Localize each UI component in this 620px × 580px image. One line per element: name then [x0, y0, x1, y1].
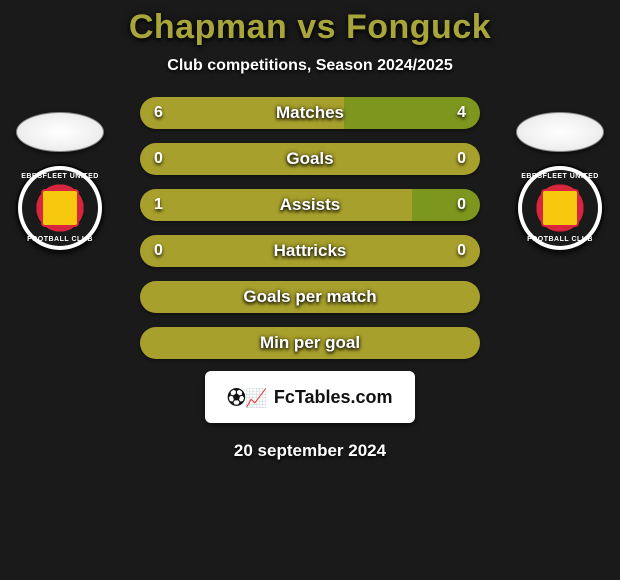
player-right-club-badge: EBBSFLEET UNITED FOOTBALL CLUB [516, 164, 604, 252]
stat-row: Min per goal [140, 327, 480, 359]
stat-bar-left-segment [140, 189, 412, 221]
player-right-avatar [516, 112, 604, 152]
comparison-card: Chapman vs Fonguck Club competitions, Se… [0, 0, 620, 580]
stat-row: Goals per match [140, 281, 480, 313]
player-left-club-badge: EBBSFLEET UNITED FOOTBALL CLUB [16, 164, 104, 252]
stat-row: Matches64 [140, 97, 480, 129]
stat-bars: Matches64 Goals00 Assists10 Hattricks00 Goal… [140, 97, 480, 359]
player-left-avatar [16, 112, 104, 152]
page-title: Chapman vs Fonguck [129, 8, 491, 47]
brand-pill: ⚽︎📈 FcTables.com [205, 371, 415, 423]
stat-row: Hattricks00 [140, 235, 480, 267]
stat-bar-left-segment [140, 143, 480, 175]
page-subtitle: Club competitions, Season 2024/2025 [167, 57, 452, 75]
stat-row: Assists10 [140, 189, 480, 221]
club-badge-text-top: EBBSFLEET UNITED [18, 173, 102, 180]
stat-bar-left-segment [140, 235, 480, 267]
stat-bar-right-segment [344, 97, 480, 129]
stat-bar-left-segment [140, 327, 480, 359]
date-line: 20 september 2024 [234, 441, 386, 461]
club-badge-text-bottom: FOOTBALL CLUB [18, 236, 102, 243]
stat-bar-left-segment [140, 281, 480, 313]
player-right-column: EBBSFLEET UNITED FOOTBALL CLUB [510, 112, 610, 252]
stat-bar-left-segment [140, 97, 344, 129]
player-left-column: EBBSFLEET UNITED FOOTBALL CLUB [10, 112, 110, 252]
brand-icon: ⚽︎📈 [227, 384, 267, 410]
stat-row: Goals00 [140, 143, 480, 175]
stat-bar-right-segment [412, 189, 480, 221]
club-badge-text-bottom: FOOTBALL CLUB [518, 236, 602, 243]
brand-text: FcTables.com [274, 387, 393, 408]
club-badge-text-top: EBBSFLEET UNITED [518, 173, 602, 180]
